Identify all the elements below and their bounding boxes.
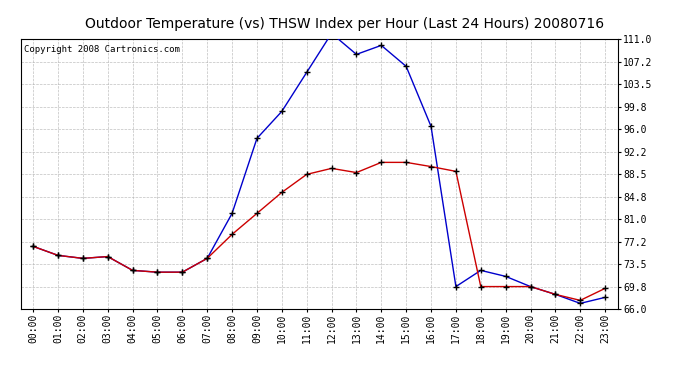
Text: Outdoor Temperature (vs) THSW Index per Hour (Last 24 Hours) 20080716: Outdoor Temperature (vs) THSW Index per … [86, 17, 604, 31]
Text: Copyright 2008 Cartronics.com: Copyright 2008 Cartronics.com [23, 45, 179, 54]
